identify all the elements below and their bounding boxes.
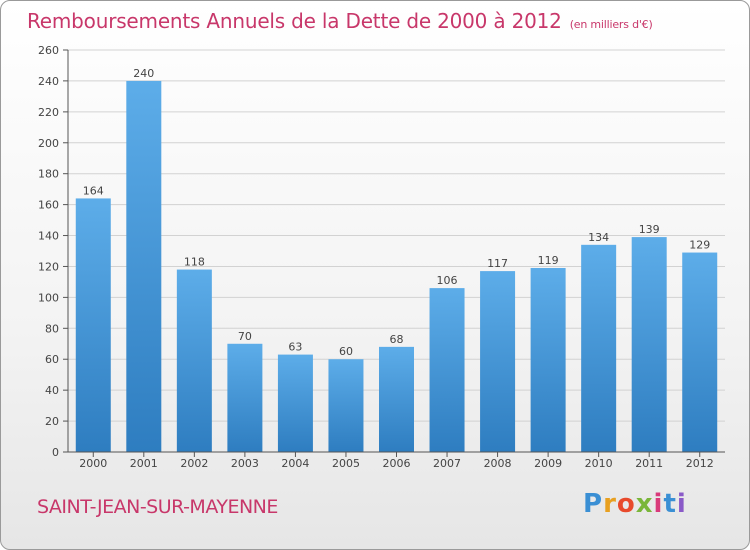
bar xyxy=(176,269,212,452)
data-label: 68 xyxy=(390,333,404,346)
y-tick-label: 200 xyxy=(38,137,59,150)
chart-title: Remboursements Annuels de la Dette de 20… xyxy=(27,9,653,33)
logo-letter: i xyxy=(676,489,687,519)
x-tick-label: 2007 xyxy=(433,457,461,470)
y-tick-label: 160 xyxy=(38,199,59,212)
data-label: 240 xyxy=(133,67,154,80)
data-label: 129 xyxy=(689,239,710,252)
logo-letter: P xyxy=(583,489,604,519)
y-tick-label: 100 xyxy=(38,291,59,304)
commune-name: SAINT-JEAN-SUR-MAYENNE xyxy=(37,496,278,518)
data-label: 117 xyxy=(487,257,508,270)
data-label: 70 xyxy=(238,330,252,343)
x-tick-label: 2010 xyxy=(585,457,613,470)
x-tick-label: 2011 xyxy=(635,457,663,470)
logo-letter: r xyxy=(603,489,617,519)
bars xyxy=(75,80,718,452)
x-tick-label: 2008 xyxy=(484,457,512,470)
bar xyxy=(631,237,667,452)
y-tick-label: 240 xyxy=(38,75,59,88)
x-tick-label: 2002 xyxy=(180,457,208,470)
data-label: 164 xyxy=(83,184,104,197)
bar xyxy=(126,80,162,452)
logo-letter: o xyxy=(616,489,636,519)
logo-letter: x xyxy=(635,489,654,519)
x-tick-label: 2012 xyxy=(686,457,714,470)
data-label: 139 xyxy=(639,223,660,236)
bar xyxy=(480,271,516,452)
bar xyxy=(227,343,263,452)
data-label: 63 xyxy=(288,341,302,354)
title-text: Remboursements Annuels de la Dette de 20… xyxy=(27,9,562,33)
proxiti-logo: Proxiti xyxy=(583,489,687,519)
bar xyxy=(379,346,414,452)
logo-letter: t xyxy=(663,489,677,519)
x-tick-label: 2003 xyxy=(231,457,259,470)
y-tick-label: 60 xyxy=(45,353,59,366)
title-unit: (en milliers d'€) xyxy=(569,18,653,31)
y-tick-label: 120 xyxy=(38,260,59,273)
x-tick-label: 2001 xyxy=(130,457,158,470)
bar xyxy=(530,268,566,452)
logo-letter: i xyxy=(653,489,664,519)
data-label: 134 xyxy=(588,231,609,244)
y-tick-label: 220 xyxy=(38,106,59,119)
value-labels: 164 240 118 70 63 60 68 106 117 119 134 139 129 xyxy=(83,67,710,358)
x-tick-label: 2005 xyxy=(332,457,360,470)
x-tick-label: 2004 xyxy=(281,457,309,470)
x-axis: 2000 2001 2002 2003 2004 2005 2006 2007 2008 2009… xyxy=(68,451,725,470)
data-label: 118 xyxy=(184,256,205,269)
y-tick-label: 140 xyxy=(38,230,59,243)
y-tick-label: 40 xyxy=(45,384,59,397)
y-tick-label: 80 xyxy=(45,322,59,335)
bar xyxy=(75,198,111,452)
y-tick-label: 260 xyxy=(38,44,59,57)
y-axis: 0 20 40 60 80 100 120 140 160 180 200 220 240 260 xyxy=(38,44,69,459)
x-tick-label: 2000 xyxy=(79,457,107,470)
bar xyxy=(328,359,364,452)
y-tick-label: 180 xyxy=(38,168,59,181)
bar xyxy=(581,244,617,452)
data-label: 106 xyxy=(437,274,458,287)
bar xyxy=(429,288,465,452)
bar xyxy=(277,354,313,452)
data-label: 60 xyxy=(339,345,353,358)
bar xyxy=(682,252,718,452)
x-tick-label: 2009 xyxy=(534,457,562,470)
y-tick-label: 0 xyxy=(52,446,59,459)
data-label: 119 xyxy=(538,254,559,267)
x-tick-label: 2006 xyxy=(383,457,411,470)
y-tick-label: 20 xyxy=(45,415,59,428)
